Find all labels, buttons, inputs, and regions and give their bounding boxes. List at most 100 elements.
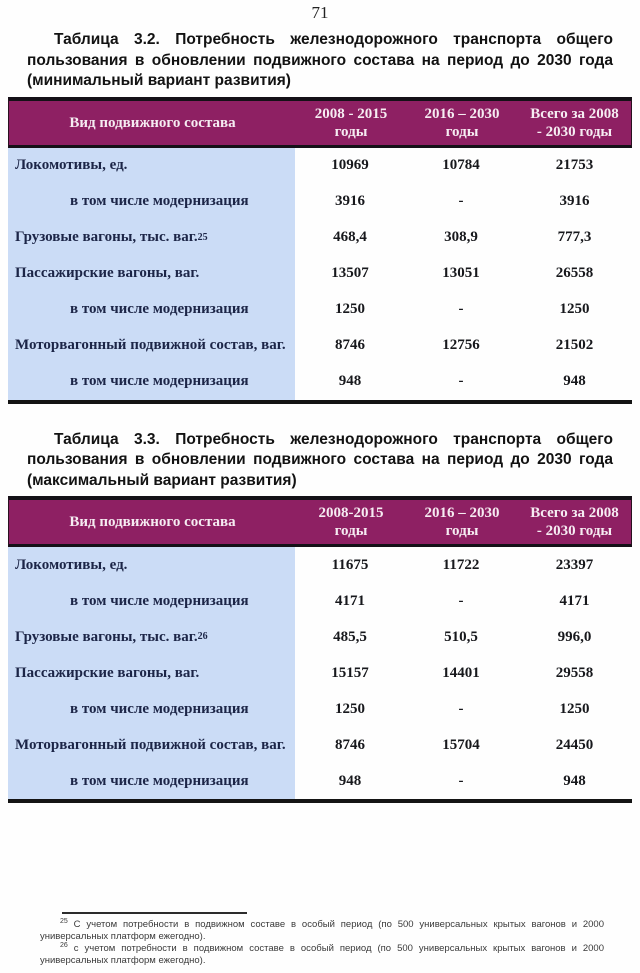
row-label-text: в том числе модернизация: [70, 373, 249, 389]
row-label-text: Грузовые вагоны, тыс. ваг.: [15, 229, 198, 245]
value-cell: 29558: [555, 664, 594, 681]
value-cell: 21753: [555, 157, 594, 173]
column-header-2008-2015: 2008-2015 годы: [318, 505, 384, 539]
value-cell: 948: [563, 772, 586, 789]
row-label-text: Локомотивы, ед.: [15, 556, 128, 573]
value-cell: -: [458, 700, 464, 717]
table-row: Грузовые вагоны, тыс. ваг. 26 485,5 510,5 99…: [8, 619, 632, 655]
table-row: Моторвагонный подвижной состав, ваг. 8746…: [8, 327, 632, 364]
value-cell: 4171: [335, 592, 365, 609]
row-label: в том числе модернизация: [8, 583, 295, 619]
value-cell: 308,9: [444, 229, 478, 245]
row-label-text: в том числе модернизация: [70, 592, 249, 609]
row-label: в том числе модернизация: [8, 363, 295, 400]
value-cell: -: [458, 592, 464, 609]
row-label: в том числе модернизация: [8, 763, 295, 799]
row-label: в том числе модернизация: [8, 183, 295, 220]
footnote-25: 25 С учетом потребности в подвижном сост…: [40, 917, 604, 942]
row-label: Грузовые вагоны, тыс. ваг. 26: [8, 619, 295, 655]
value-cell: 10969: [331, 157, 369, 173]
row-label: Моторвагонный подвижной состав, ваг.: [8, 327, 295, 364]
value-cell: 10784: [442, 157, 480, 173]
column-header-2016-2030: 2016 – 2030 годы: [424, 505, 500, 539]
value-cell: 23397: [555, 556, 594, 573]
value-cell: 24450: [555, 736, 594, 753]
table-3-2-header-row: Вид подвижного состава 2008 - 2015 годы …: [8, 96, 632, 148]
row-label-text: Локомотивы, ед.: [15, 157, 128, 173]
column-header-type: Вид подвижного состава: [69, 514, 236, 530]
value-cell: -: [458, 373, 464, 389]
value-cell: 3916: [559, 193, 590, 209]
table-row: Пассажирские вагоны, ваг. 15157 14401 29558: [8, 655, 632, 691]
table-row: Моторвагонный подвижной состав, ваг. 8746…: [8, 727, 632, 763]
row-label-text: в том числе модернизация: [70, 700, 249, 717]
value-cell: 26558: [555, 265, 594, 281]
row-label-text: Пассажирские вагоны, ваг.: [15, 664, 200, 681]
row-label-text: в том числе модернизация: [70, 301, 249, 317]
column-header-type: Вид подвижного состава: [69, 114, 236, 131]
row-label-text: Моторвагонный подвижной состав, ваг.: [15, 736, 286, 753]
page-number: 71: [311, 3, 329, 22]
row-label: в том числе модернизация: [8, 691, 295, 727]
table-3-3-header-row: Вид подвижного состава 2008-2015 годы 20…: [8, 496, 632, 547]
table-3-2: Вид подвижного состава 2008 - 2015 годы …: [8, 96, 632, 404]
value-cell: 11722: [442, 556, 480, 573]
table-row: в том числе модернизация 1250 - 1250: [8, 291, 632, 328]
table-row: Пассажирские вагоны, ваг. 13507 13051 26558: [8, 255, 632, 292]
value-cell: 15704: [442, 736, 480, 753]
table-3-2-title: Таблица 3.2. Потребность железнодорожног…: [27, 31, 613, 89]
table-3-3-title: Таблица 3.3. Потребность железнодорожног…: [27, 430, 613, 489]
value-cell: 948: [338, 373, 362, 389]
table-3-3-body: Локомотивы, ед. 11675 11722 23397 в том числ…: [8, 547, 632, 799]
footnote-separator-rule: [62, 912, 247, 914]
row-label: Локомотивы, ед.: [8, 147, 295, 184]
table-row: в том числе модернизация 4171 - 4171: [8, 583, 632, 619]
footnotes-section: 25 С учетом потребности в подвижном сост…: [0, 912, 640, 973]
table-3-2-body: Локомотивы, ед. 10969 10784 21753 в том числ…: [8, 147, 632, 400]
value-cell: 15157: [331, 664, 369, 681]
table-row: в том числе модернизация 1250 - 1250: [8, 691, 632, 727]
footnote-25-text: С учетом потребности в подвижном составе…: [40, 919, 604, 942]
value-cell: 948: [338, 772, 362, 789]
value-cell: 3916: [335, 193, 365, 209]
column-header-2008-2015: 2008 - 2015 годы: [314, 105, 388, 140]
row-label: Локомотивы, ед.: [8, 547, 295, 583]
table-row: в том числе модернизация 3916 - 3916: [8, 183, 632, 220]
table-row: в том числе модернизация 948 - 948: [8, 363, 632, 400]
value-cell: 1250: [559, 700, 590, 717]
value-cell: 8746: [335, 337, 365, 353]
row-label-text: Грузовые вагоны, тыс. ваг.: [15, 628, 198, 645]
row-label: Пассажирские вагоны, ваг.: [8, 255, 295, 292]
value-cell: -: [458, 772, 464, 789]
column-header-total: Всего за 2008 - 2030 годы: [530, 505, 619, 539]
table-row: Локомотивы, ед. 11675 11722 23397: [8, 547, 632, 583]
row-label-text: Моторвагонный подвижной состав, ваг.: [15, 337, 286, 353]
value-cell: 13507: [331, 265, 369, 281]
table-3-3: Вид подвижного состава 2008-2015 годы 20…: [8, 496, 632, 803]
footnote-25-marker: 25: [60, 917, 68, 925]
value-cell: 1250: [559, 301, 590, 317]
row-label: в том числе модернизация: [8, 291, 295, 328]
value-cell: 12756: [442, 337, 480, 353]
row-label-text: Пассажирские вагоны, ваг.: [15, 265, 200, 281]
table-row: Локомотивы, ед. 10969 10784 21753: [8, 147, 632, 184]
value-cell: -: [458, 193, 464, 209]
value-cell: 485,5: [333, 628, 367, 645]
value-cell: -: [458, 301, 464, 317]
value-cell: 996,0: [557, 628, 592, 645]
row-label: Моторвагонный подвижной состав, ваг.: [8, 727, 295, 763]
row-label: Пассажирские вагоны, ваг.: [8, 655, 295, 691]
footnote-26-text: с учетом потребности в подвижном составе…: [40, 943, 604, 966]
value-cell: 468,4: [333, 229, 367, 245]
table-row: Грузовые вагоны, тыс. ваг. 25 468,4 308,9 77…: [8, 219, 632, 256]
row-label-text: в том числе модернизация: [70, 772, 249, 789]
value-cell: 4171: [559, 592, 590, 609]
footnote-26-marker: 26: [60, 941, 68, 949]
column-header-2016-2030: 2016 – 2030 годы: [424, 105, 500, 140]
column-header-total: Всего за 2008 - 2030 годы: [530, 105, 619, 140]
value-cell: 21502: [555, 337, 594, 353]
value-cell: 8746: [335, 736, 365, 753]
table-3-3-bottom-rule: [8, 799, 632, 803]
value-cell: 14401: [442, 664, 480, 681]
